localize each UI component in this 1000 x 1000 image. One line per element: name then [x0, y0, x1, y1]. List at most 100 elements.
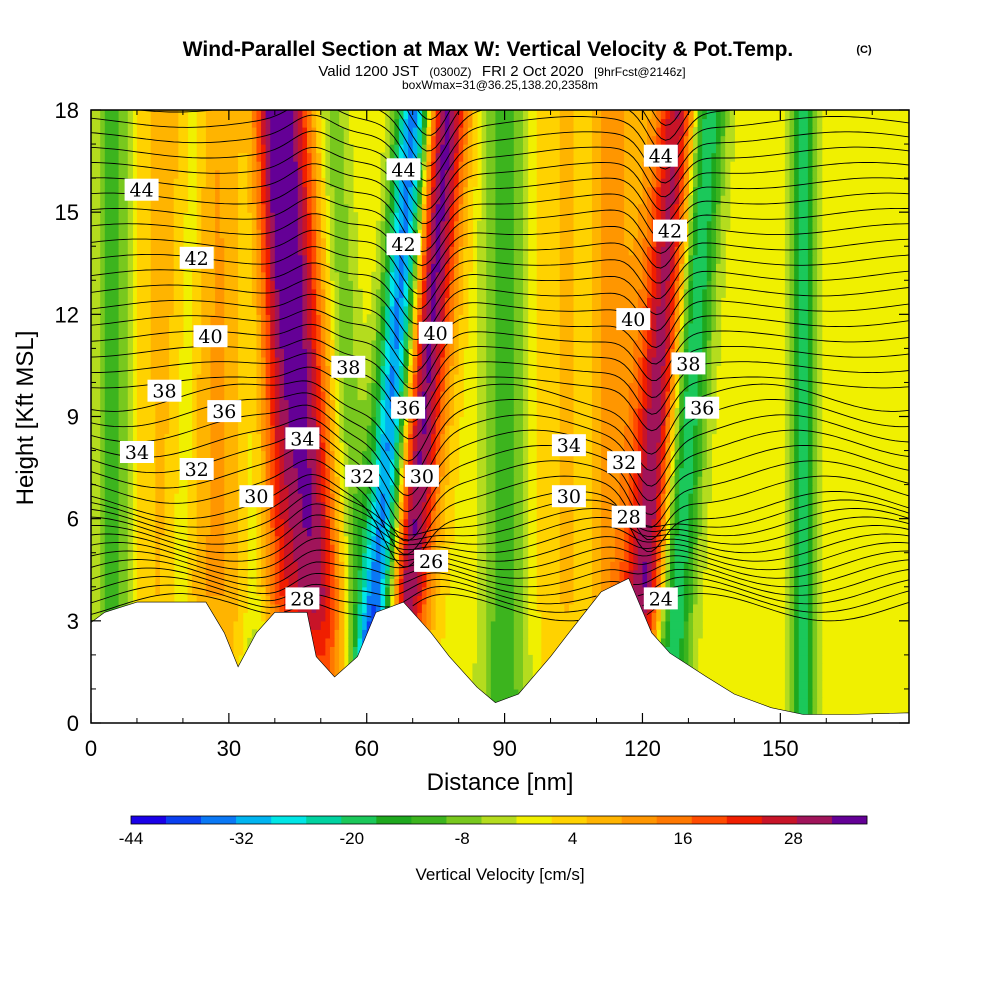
velocity-cell [187, 501, 198, 511]
velocity-cell [421, 425, 428, 435]
velocity-cell [325, 612, 331, 622]
velocity-cell [380, 544, 386, 554]
velocity-cell [238, 152, 248, 162]
velocity-cell [693, 314, 703, 324]
velocity-cell [408, 305, 414, 315]
velocity-cell [302, 220, 308, 230]
velocity-cell [118, 544, 129, 554]
velocity-cell [320, 518, 326, 528]
velocity-cell [127, 169, 133, 179]
velocity-cell [348, 654, 354, 664]
velocity-cell [320, 203, 326, 213]
velocity-cell [522, 663, 533, 673]
velocity-cell [127, 331, 133, 341]
velocity-cell [316, 212, 322, 222]
velocity-cell [366, 390, 372, 401]
velocity-cell [642, 501, 657, 511]
velocity-cell [192, 416, 198, 426]
velocity-cell [477, 476, 487, 486]
velocity-cell [403, 297, 409, 307]
velocity-cell [486, 407, 496, 418]
velocity-cell [329, 442, 336, 452]
velocity-cell [270, 288, 276, 298]
velocity-cell [297, 212, 303, 222]
velocity-cell [380, 382, 386, 392]
velocity-cell [169, 407, 179, 418]
velocity-cell [421, 305, 428, 315]
velocity-cell [812, 705, 818, 716]
velocity-cell [601, 399, 630, 409]
velocity-cell [789, 297, 795, 307]
velocity-cell [490, 646, 515, 656]
velocity-cell [431, 416, 437, 426]
velocity-cell [784, 390, 791, 401]
velocity-cell [91, 229, 101, 239]
velocity-cell [431, 237, 437, 247]
velocity-cell [789, 467, 795, 477]
velocity-cell [490, 680, 515, 690]
velocity-cell [325, 450, 331, 460]
velocity-cell [265, 510, 271, 520]
velocity-cell [421, 510, 428, 520]
velocity-cell [118, 552, 129, 562]
velocity-cell [812, 365, 818, 375]
velocity-cell [104, 493, 120, 503]
velocity-cell [812, 569, 818, 579]
velocity-cell [660, 620, 667, 630]
velocity-cell [720, 203, 731, 213]
velocity-cell [348, 501, 354, 511]
velocity-cell [679, 271, 685, 281]
velocity-cell [812, 339, 818, 349]
velocity-cell [426, 603, 432, 613]
velocity-cell [807, 476, 814, 486]
velocity-cell [807, 705, 814, 716]
velocity-cell [334, 212, 349, 222]
velocity-cell [536, 518, 561, 528]
velocity-cell [274, 212, 299, 222]
velocity-cell [647, 297, 653, 307]
velocity-cell [155, 569, 161, 579]
velocity-cell [559, 178, 575, 188]
velocity-cell [398, 425, 405, 435]
velocity-cell [486, 637, 492, 647]
velocity-cell [274, 339, 281, 349]
velocity-cell [789, 339, 795, 349]
velocity-cell [279, 476, 285, 486]
velocity-cell [375, 263, 382, 273]
velocity-cell [394, 314, 400, 324]
velocity-cell [270, 433, 276, 443]
velocity-cell [817, 680, 823, 690]
velocity-cell [127, 229, 133, 239]
velocity-cell [385, 356, 391, 367]
velocity-cell [118, 365, 129, 375]
velocity-cell [118, 246, 129, 256]
velocity-cell [660, 271, 671, 281]
velocity-cell [706, 442, 712, 452]
velocity-cell [100, 382, 106, 392]
velocity-cell [642, 178, 653, 188]
velocity-cell [398, 416, 405, 426]
velocity-cell [192, 271, 202, 281]
velocity-cell [697, 450, 703, 460]
velocity-cell [536, 552, 561, 562]
velocity-cell [201, 365, 212, 375]
velocity-cell [798, 178, 809, 188]
velocity-cell [366, 501, 372, 511]
velocity-cell [522, 552, 529, 562]
velocity-cell [136, 237, 152, 247]
velocity-cell [674, 467, 680, 477]
velocity-cell [210, 476, 225, 486]
velocity-cell [486, 297, 496, 307]
velocity-cell [794, 671, 800, 682]
velocity-cell [706, 425, 717, 435]
velocity-cell [486, 620, 492, 630]
velocity-cell [536, 484, 561, 494]
velocity-cell [495, 407, 515, 418]
velocity-cell [798, 373, 809, 384]
velocity-cell [798, 680, 809, 690]
velocity-cell [431, 620, 437, 630]
velocity-cell [522, 416, 529, 426]
velocity-cell [789, 178, 795, 188]
velocity-cell [394, 186, 400, 196]
velocity-cell [371, 407, 377, 418]
